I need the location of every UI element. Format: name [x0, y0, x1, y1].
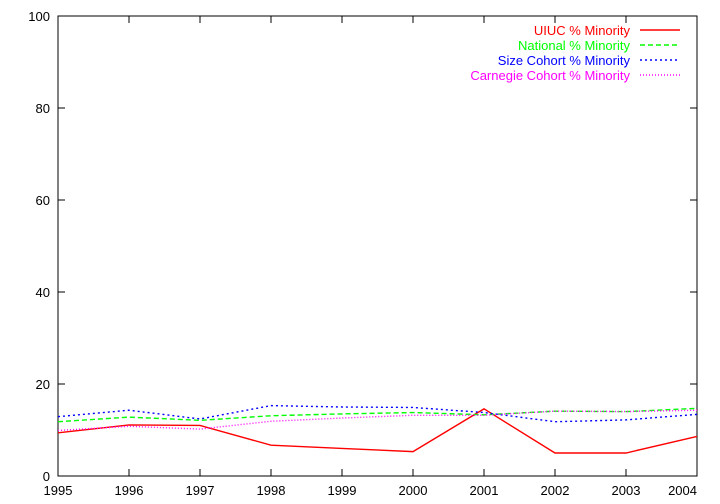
x-tick-label: 2002	[541, 483, 570, 498]
plot-frame	[57, 15, 698, 477]
x-tick-label: 1999	[328, 483, 357, 498]
y-tick-label: 20	[36, 377, 50, 392]
x-tick-label: 2003	[612, 483, 641, 498]
series-lines	[57, 404, 698, 454]
y-tick-label: 100	[28, 9, 50, 24]
series-line-0	[57, 408, 698, 454]
x-tick-label: 1998	[257, 483, 286, 498]
y-tick-label: 40	[36, 285, 50, 300]
y-tick-label: 60	[36, 193, 50, 208]
legend-label-1: National % Minority	[518, 38, 630, 53]
axis-ticks: 0 20 40 60 80 100 1995 1996 1997 1998 1999 2000 2001…	[28, 9, 698, 498]
plot-border	[57, 15, 698, 477]
legend-label-2: Size Cohort % Minority	[498, 53, 631, 68]
y-tick-label: 80	[36, 101, 50, 116]
x-tick-label: 2001	[470, 483, 499, 498]
x-tick-label: 1996	[115, 483, 144, 498]
x-tick-label: 2000	[399, 483, 428, 498]
x-tick-label: 2004	[668, 483, 697, 498]
legend-label-0: UIUC % Minority	[534, 23, 631, 38]
x-tick-label: 1997	[186, 483, 215, 498]
y-tick-label: 0	[43, 469, 50, 484]
series-line-1	[57, 407, 698, 423]
series-line-2	[57, 404, 698, 423]
legend-label-3: Carnegie Cohort % Minority	[470, 68, 630, 83]
x-tick-label: 1995	[44, 483, 73, 498]
